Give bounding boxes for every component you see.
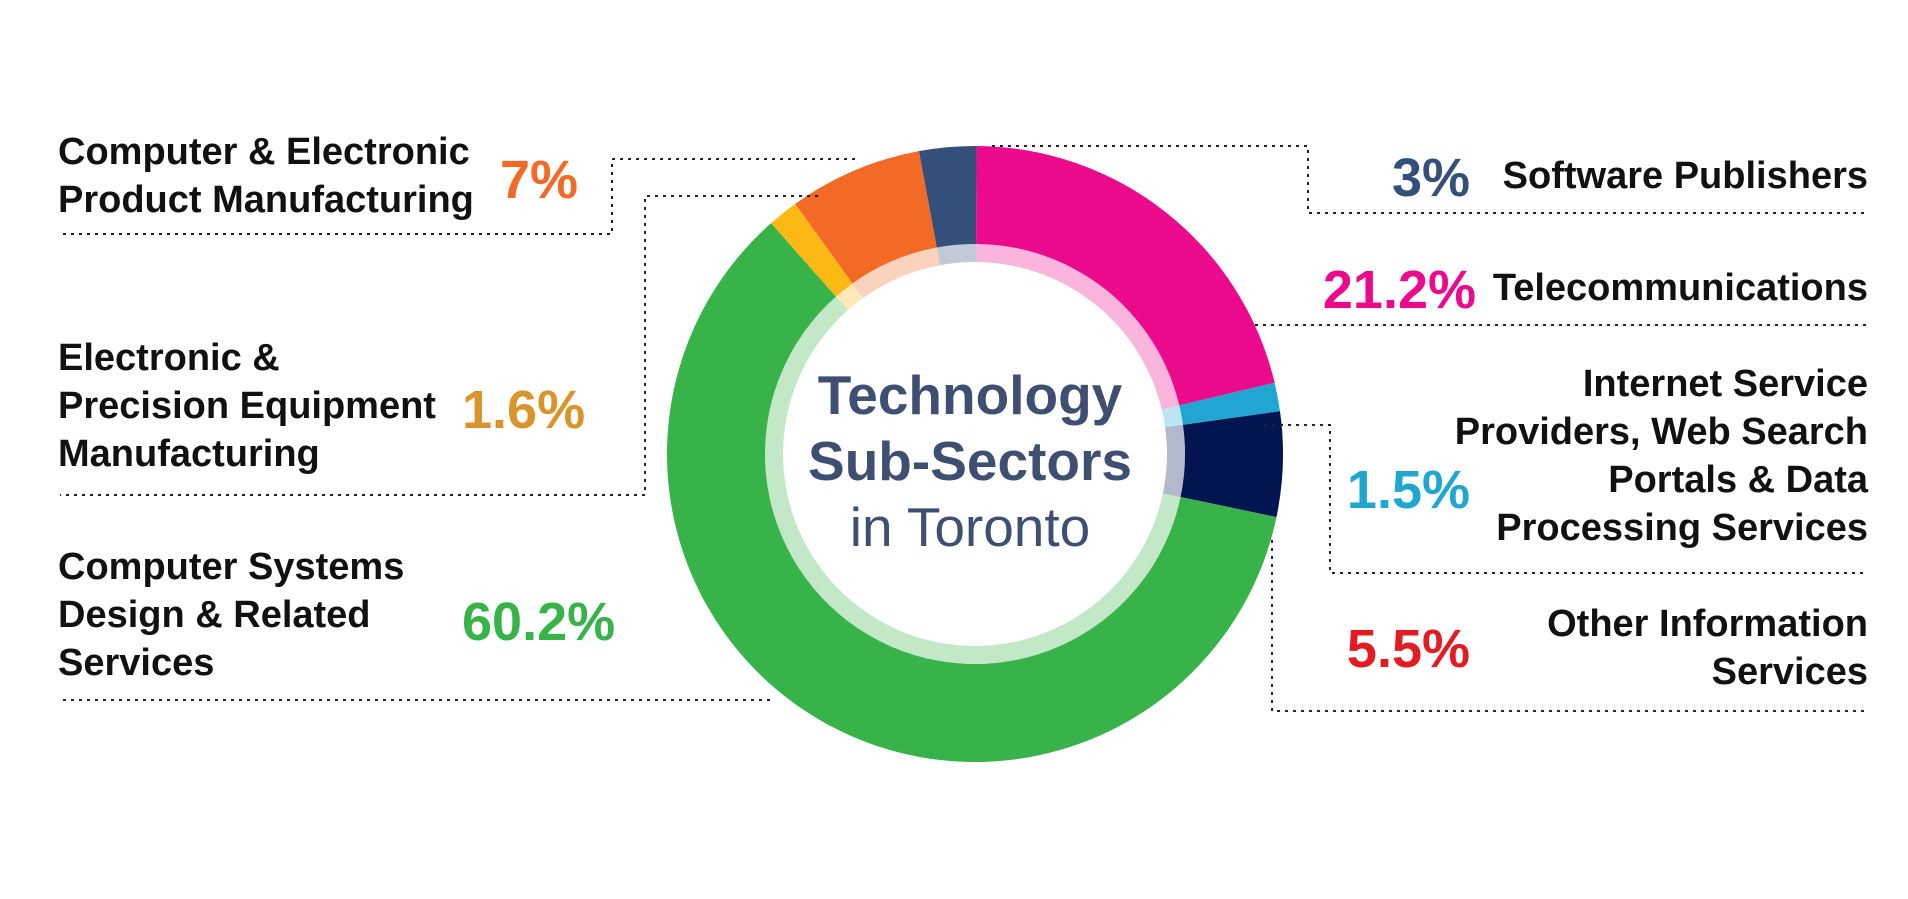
label-software-publishers: Software Publishers (1503, 152, 1868, 200)
label-line: Product Manufacturing (58, 179, 474, 221)
label-line: Services (58, 642, 215, 684)
slice-inner-band-internet-service-providers-web-search-portals-and-data-processing-services (1161, 405, 1183, 428)
center-title-line3: in Toronto (849, 496, 1091, 558)
label-line: Providers, Web Search (1454, 411, 1868, 453)
label-computer-systems-design-and-related-services: Computer Systems Design & Related Services (58, 543, 404, 687)
slice-inner-band-computer-systems-design-and-related-services (764, 296, 1181, 665)
center-title: Technology Sub-Sectors in Toronto (770, 362, 1170, 560)
label-telecommunications: Telecommunications (1493, 264, 1868, 312)
center-title-line2: Sub-Sectors (808, 430, 1132, 492)
leader-line-electronic-and-precision-equipment-manufacturing (60, 195, 818, 496)
slice-other-information-services (1180, 411, 1284, 518)
value-software-publishers: 3% (1391, 148, 1470, 208)
label-line: Manufacturing (58, 433, 320, 475)
label-internet-service-providers-web-search-portals-and-data-processing-services: Internet Service Providers, Web Search Por… (1455, 360, 1868, 552)
label-line: Software Publishers (1502, 155, 1868, 197)
slice-software-publishers (918, 146, 977, 248)
label-line: Services (1711, 651, 1868, 693)
value-other-information-services: 5.5% (1346, 619, 1470, 679)
label-line: Electronic & (58, 337, 280, 379)
slice-computer-systems-design-and-related-services (666, 223, 1277, 763)
label-computer-and-electronic-product-manufacturing: Computer & Electronic Product Manufacturi… (58, 128, 474, 224)
value-computer-and-electronic-product-manufacturing: 7% (500, 150, 579, 210)
slice-telecommunications (976, 146, 1275, 406)
label-line: Precision Equipment (58, 385, 436, 427)
value-telecommunications: 21.2% (1322, 260, 1476, 320)
slice-inner-band-other-information-services (1162, 424, 1185, 498)
label-line: Computer & Electronic (58, 131, 470, 173)
label-other-information-services: Other Information Services (1547, 600, 1868, 696)
slice-inner-band-electronic-and-precision-equipment-manufacturing (835, 283, 863, 311)
slice-inner-band-software-publishers (936, 244, 977, 266)
donut-hole (785, 264, 1165, 644)
leader-line-other-information-services (1271, 540, 1868, 712)
label-line: Computer Systems (58, 546, 405, 588)
value-computer-systems-design-and-related-services: 60.2% (462, 592, 616, 652)
slice-electronic-and-precision-equipment-manufacturing (771, 203, 853, 297)
value-electronic-and-precision-equipment-manufacturing: 1.6% (462, 380, 586, 440)
label-line: Portals & Data (1608, 459, 1868, 501)
label-line: Other Information (1547, 603, 1868, 645)
slice-inner-band-computer-and-electronic-product-manufacturing (852, 247, 941, 299)
value-internet-service-providers-web-search-portals-and-data-processing-services: 1.5% (1346, 460, 1470, 520)
label-line: Design & Related (58, 594, 371, 636)
leader-line-internet-service-providers-web-search-portals-and-data-processing-services (1264, 424, 1868, 574)
label-line: Telecommunications (1492, 267, 1868, 309)
slice-inner-band-telecommunications (976, 244, 1180, 410)
slice-internet-service-providers-web-search-portals-and-data-processing-services (1179, 382, 1281, 425)
leader-line-computer-and-electronic-product-manufacturing (60, 158, 855, 235)
slice-computer-and-electronic-product-manufacturing (795, 151, 937, 284)
center-title-line1: Technology (817, 364, 1123, 426)
label-line: Internet Service (1582, 363, 1868, 405)
label-electronic-and-precision-equipment-manufacturing: Electronic & Precision Equipment Manufactu… (58, 334, 436, 478)
label-line: Processing Services (1496, 507, 1868, 549)
